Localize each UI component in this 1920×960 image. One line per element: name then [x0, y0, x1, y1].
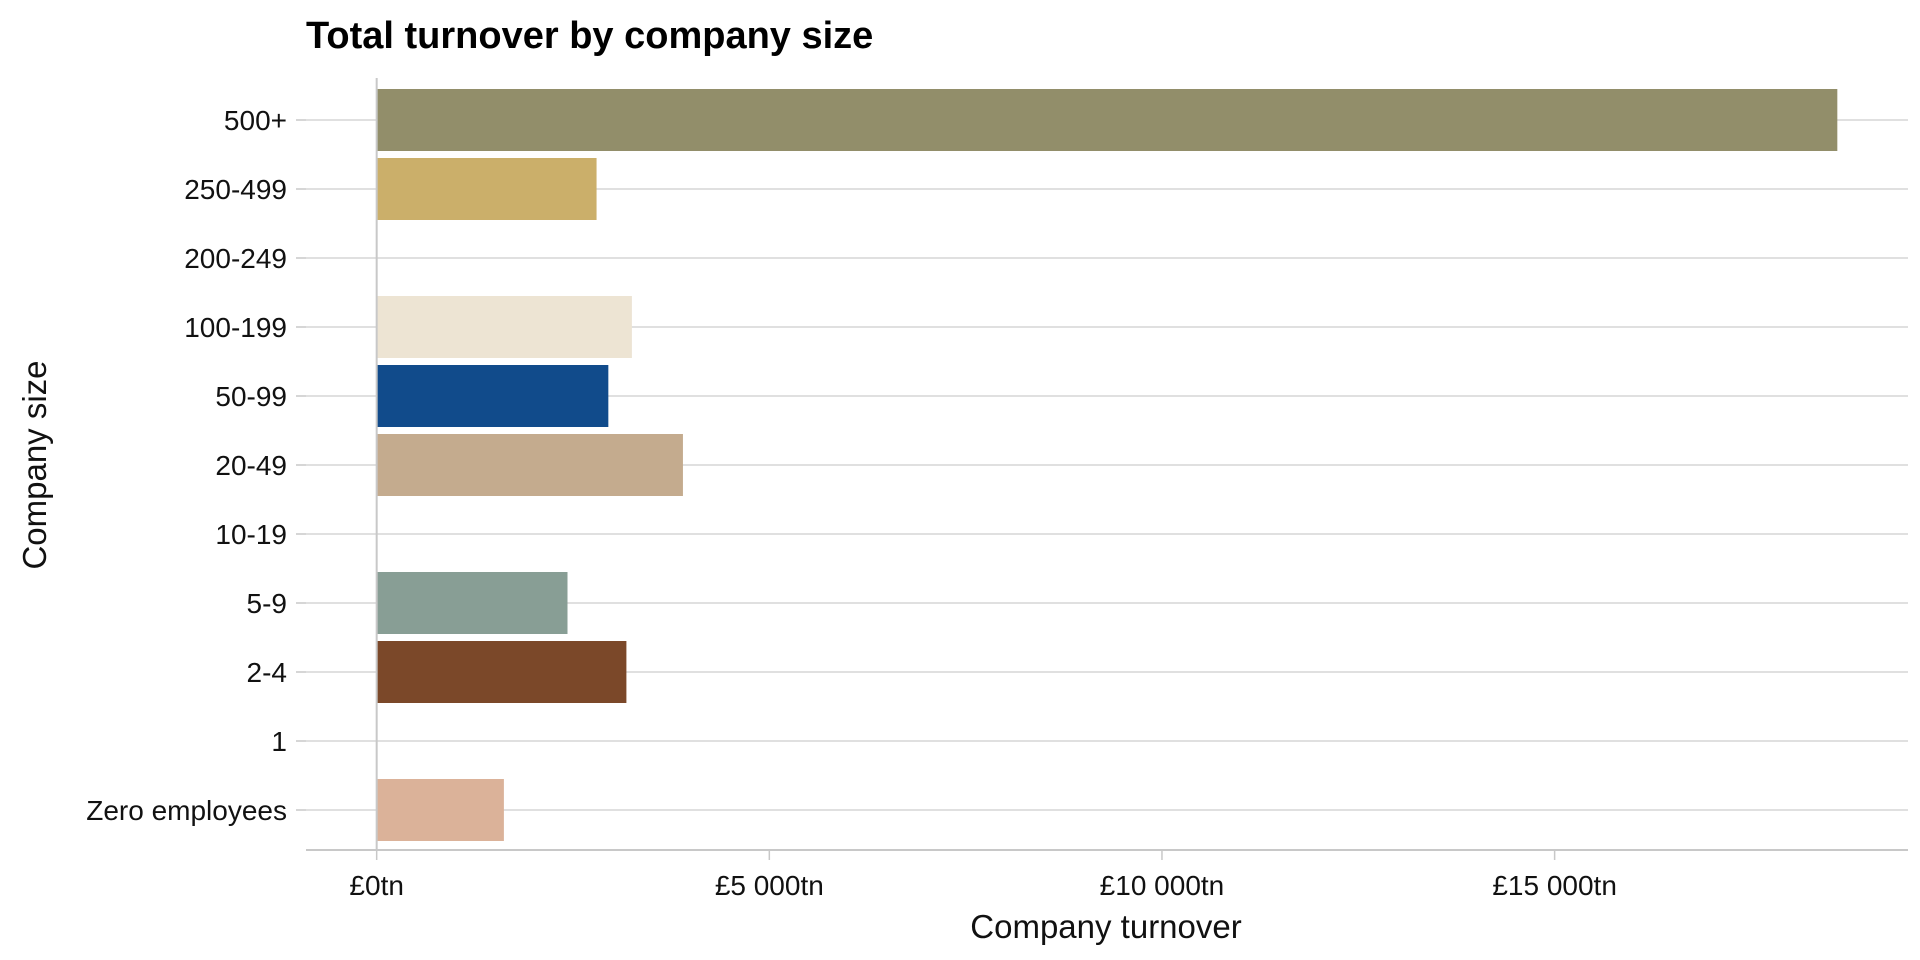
bar — [376, 572, 568, 634]
y-tick-label: 500+ — [224, 105, 287, 136]
y-tick-label: 5-9 — [247, 588, 287, 619]
bar — [376, 365, 609, 427]
y-tick-label: 20-49 — [215, 450, 287, 481]
x-axis-ticks: £0tn £5 000tn £10 000tn £15 000tn — [349, 850, 1617, 901]
x-tick-label: £15 000tn — [1492, 870, 1617, 901]
x-tick-label: £10 000tn — [1100, 870, 1225, 901]
y-tick-label: 250-499 — [184, 174, 287, 205]
y-axis-ticks: 500+ 250-499 200-249 100-199 50-99 20-49 10-19… — [86, 105, 306, 826]
y-tick-label: 200-249 — [184, 243, 287, 274]
bar — [376, 158, 597, 220]
y-tick-label: 50-99 — [215, 381, 287, 412]
chart-title: Total turnover by company size — [306, 15, 873, 57]
bar — [376, 89, 1838, 151]
bar — [376, 296, 632, 358]
y-axis-title: Company size — [16, 360, 53, 569]
bar — [376, 434, 683, 496]
bar — [376, 779, 504, 841]
y-tick-label: Zero employees — [86, 795, 287, 826]
bar — [376, 641, 627, 703]
bars — [376, 89, 1838, 841]
x-axis-title: Company turnover — [970, 908, 1241, 945]
x-tick-label: £0tn — [349, 870, 404, 901]
y-tick-label: 1 — [271, 726, 287, 757]
y-tick-label: 2-4 — [247, 657, 287, 688]
x-tick-label: £5 000tn — [715, 870, 824, 901]
y-tick-label: 100-199 — [184, 312, 287, 343]
y-tick-label: 10-19 — [215, 519, 287, 550]
